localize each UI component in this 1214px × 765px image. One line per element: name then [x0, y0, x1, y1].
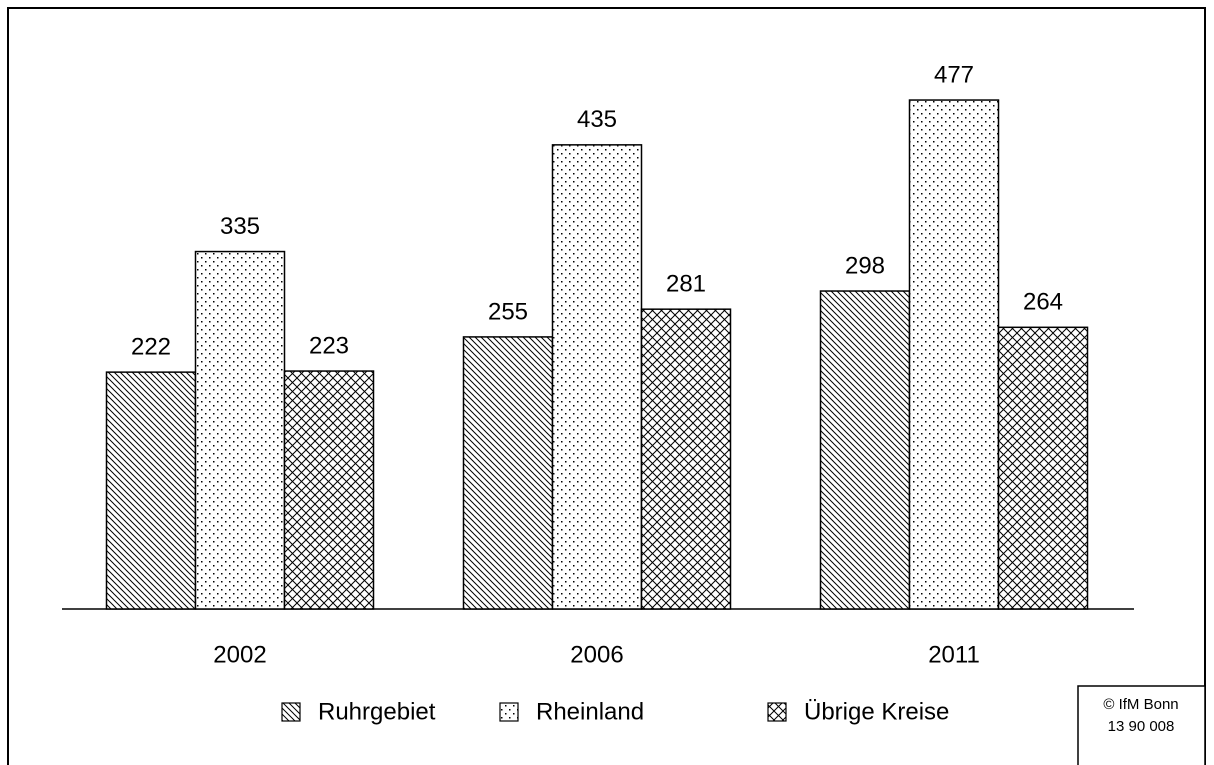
- note-line: © IfM Bonn: [1103, 696, 1178, 713]
- bar: [640, 308, 732, 610]
- data-label: 477: [934, 61, 974, 88]
- data-label: 255: [488, 298, 528, 325]
- x-tick-label: 2006: [570, 641, 623, 668]
- legend-label: Übrige Kreise: [804, 698, 949, 725]
- data-label: 264: [1023, 289, 1063, 316]
- bar: [194, 250, 286, 610]
- bar: [283, 370, 375, 610]
- legend-swatch: [767, 702, 787, 722]
- bar: [997, 326, 1089, 610]
- x-tick-label: 2002: [213, 641, 266, 668]
- note-line: 13 90 008: [1108, 718, 1175, 735]
- data-label: 435: [577, 106, 617, 133]
- frame: [7, 7, 1206, 765]
- data-label: 335: [220, 213, 260, 240]
- data-label: 223: [309, 332, 349, 359]
- bar: [105, 371, 197, 610]
- legend-label: Rheinland: [536, 698, 644, 725]
- bar: [908, 99, 1000, 610]
- bar: [819, 290, 911, 610]
- note-box: [1077, 685, 1206, 765]
- legend-swatch: [499, 702, 519, 722]
- bar: [462, 336, 554, 610]
- x-tick-label: 2011: [928, 641, 980, 668]
- legend-swatch: [281, 702, 301, 722]
- data-label: 222: [131, 333, 171, 360]
- data-label: 298: [845, 252, 885, 279]
- legend-label: Ruhrgebiet: [318, 698, 436, 725]
- bar: [551, 144, 643, 610]
- data-label: 281: [666, 271, 706, 298]
